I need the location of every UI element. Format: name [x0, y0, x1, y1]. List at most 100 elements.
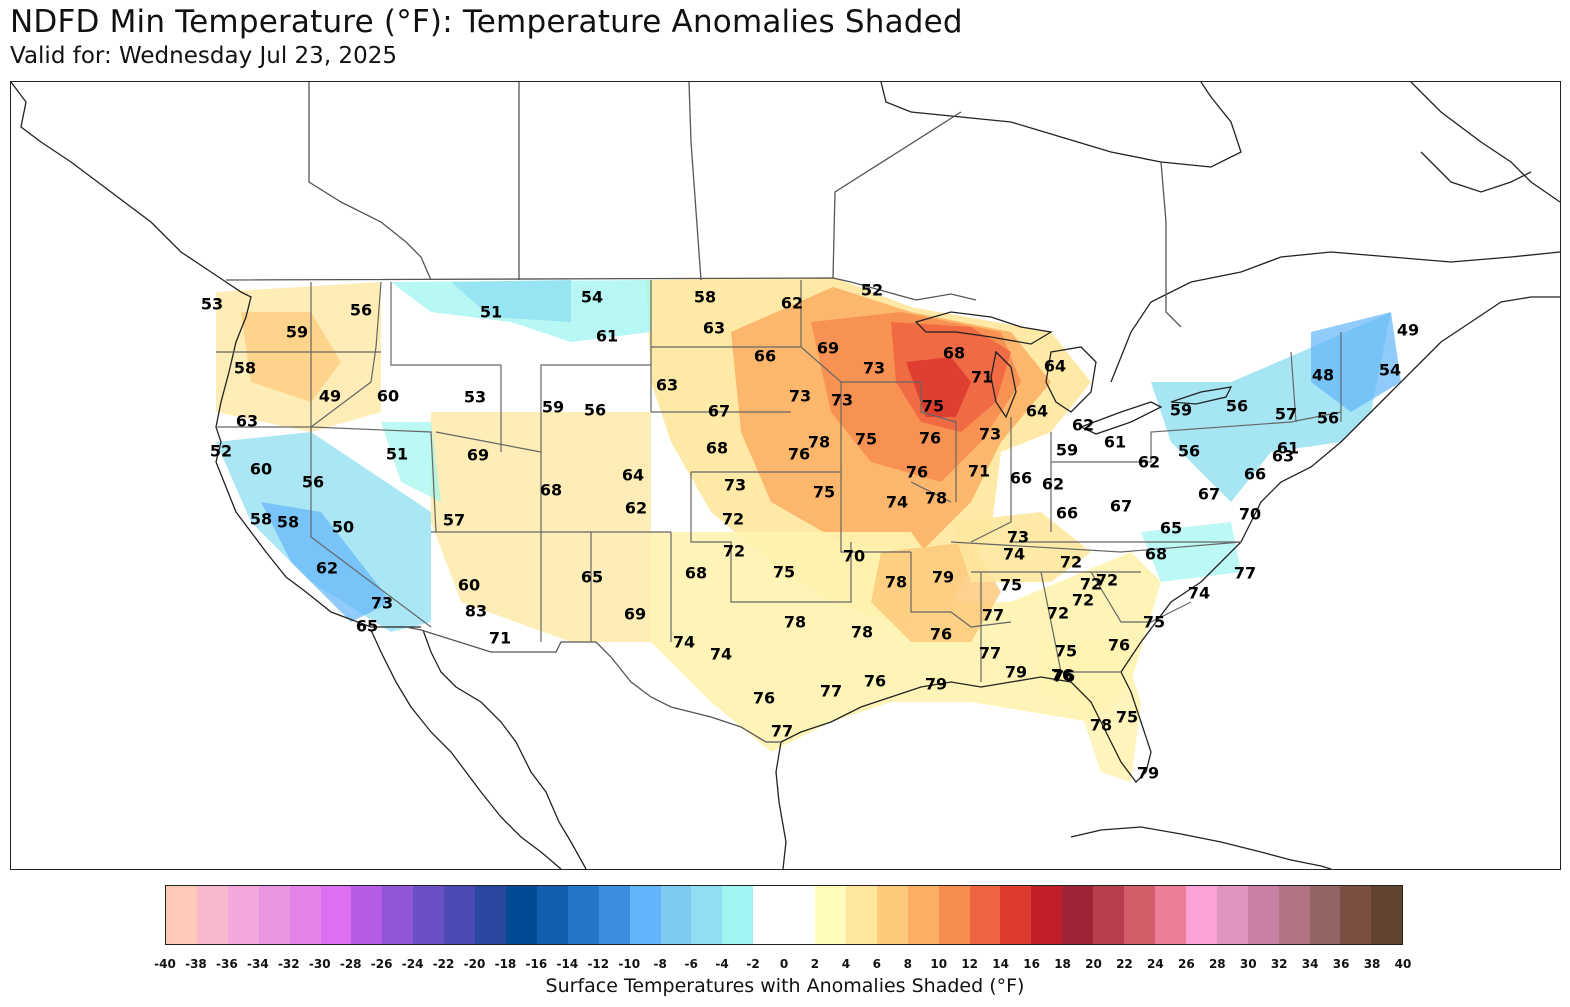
temperature-label: 66	[1243, 464, 1267, 484]
temperature-label: 61	[1103, 432, 1127, 452]
temperature-label: 49	[318, 386, 342, 406]
temperature-label: 74	[885, 492, 909, 512]
colorbar-swatch	[969, 886, 1001, 944]
temperature-label: 71	[488, 628, 512, 648]
temperature-label: 76	[1050, 665, 1074, 685]
valid-date-subtitle: Valid for: Wednesday Jul 23, 2025	[10, 43, 397, 69]
map-basemap	[11, 82, 1560, 869]
temperature-label: 75	[999, 575, 1023, 595]
temperature-label: 70	[842, 546, 866, 566]
temperature-label: 58	[233, 358, 257, 378]
temperature-label: 69	[816, 338, 840, 358]
temperature-label: 77	[770, 721, 794, 741]
temperature-label: 53	[463, 387, 487, 407]
temperature-label: 50	[331, 517, 355, 537]
temperature-label: 52	[209, 441, 233, 461]
colorbar-swatch	[1031, 886, 1063, 944]
colorbar-tick-label: -24	[401, 957, 424, 971]
temperature-label: 61	[1276, 438, 1300, 458]
temperature-label: 75	[772, 562, 796, 582]
temperature-label: 58	[276, 512, 300, 532]
temperature-label: 59	[541, 397, 565, 417]
colorbar-swatch	[413, 886, 445, 944]
colorbar-swatch	[475, 886, 506, 944]
colorbar-tick-label: -22	[432, 957, 455, 971]
colorbar-swatch	[1155, 886, 1186, 944]
temperature-label: 78	[807, 432, 831, 452]
colorbar-tick-label: 2	[810, 957, 820, 971]
coastlines	[11, 82, 1560, 869]
colorbar-swatch	[1000, 886, 1032, 944]
temperature-label: 63	[235, 411, 259, 431]
colorbar-swatch	[227, 886, 259, 944]
colorbar-tick-label: -4	[715, 957, 729, 971]
anomaly-shading	[216, 277, 1401, 782]
temperature-label: 58	[693, 287, 717, 307]
colorbar-tick-label: -34	[247, 957, 269, 971]
temperature-label: 60	[249, 459, 273, 479]
temperature-label: 63	[1271, 446, 1295, 466]
temperature-label: 71	[967, 461, 991, 481]
colorbar-tick-label: -2	[746, 957, 760, 971]
colorbar-tick-label: 8	[903, 957, 912, 971]
temperature-label: 62	[780, 293, 804, 313]
colorbar-swatch	[907, 886, 939, 944]
colorbar-tick-label: 26	[1177, 957, 1195, 971]
colorbar-tick-label: 18	[1054, 957, 1071, 971]
temperature-label: 49	[1396, 320, 1420, 340]
colorbar-swatch	[258, 886, 290, 944]
colorbar-tick-label: 12	[961, 957, 979, 971]
temperature-label: 69	[623, 604, 647, 624]
colorbar-tick-label: -30	[308, 957, 331, 971]
temperature-label: 59	[1055, 440, 1079, 460]
temperature-map: 53 56 51 54 58 62 52 59 61 63 66 69 68 58 49 60 53 63 73 71…	[10, 81, 1561, 870]
temperature-label: 67	[1109, 496, 1133, 516]
colorbar-swatch	[845, 886, 877, 944]
colorbar-swatch	[1278, 886, 1310, 944]
colorbar-swatch	[722, 886, 754, 944]
temperature-label: 79	[924, 674, 948, 694]
colorbar-tick-label: 22	[1116, 957, 1133, 971]
colorbar-swatch	[753, 886, 785, 944]
temperature-label: 68	[705, 438, 729, 458]
colorbar-tick-label: -28	[339, 957, 362, 971]
temperature-label: 75	[812, 482, 836, 502]
colorbar	[165, 885, 1403, 945]
temperature-label: 70	[1238, 504, 1262, 524]
colorbar-swatch	[166, 886, 197, 944]
temperature-label: 76	[929, 624, 953, 644]
colorbar-swatch	[1093, 886, 1125, 944]
temperature-label: 56	[349, 300, 373, 320]
temperature-label: 62	[1041, 474, 1065, 494]
temperature-label: 62	[1137, 452, 1161, 472]
colorbar-tick-label: -38	[185, 957, 207, 971]
temperature-label: 79	[1136, 763, 1160, 783]
temperature-label: 78	[884, 572, 908, 592]
colorbar-label: Surface Temperatures with Anomalies Shad…	[545, 975, 1025, 997]
colorbar-tick-label: -14	[556, 957, 579, 971]
state-borders	[216, 280, 1342, 682]
colorbar-tick-label: 10	[930, 957, 948, 971]
colorbar-swatch	[1062, 886, 1094, 944]
temperature-label: 67	[1197, 484, 1221, 504]
colorbar-tick-label: -18	[494, 957, 517, 971]
temperature-label: 76	[787, 444, 811, 464]
temperature-label: 78	[783, 612, 807, 632]
temperature-label: 60	[376, 386, 400, 406]
temperature-label: 51	[479, 302, 503, 322]
colorbar-swatch	[815, 886, 846, 944]
temperature-label: 73	[862, 358, 886, 378]
colorbar-swatch	[1309, 886, 1341, 944]
temperature-label: 64	[621, 465, 645, 485]
temperature-label: 68	[539, 480, 563, 500]
colorbar-swatch	[351, 886, 383, 944]
colorbar-tick-label: -32	[277, 957, 300, 971]
temperature-label: 75	[854, 429, 878, 449]
temperature-label: 73	[1006, 527, 1030, 547]
temperature-label: 63	[655, 375, 679, 395]
colorbar-tick-label: -16	[525, 957, 548, 971]
colorbar-tick-label: -12	[587, 957, 610, 971]
temperature-label: 83	[464, 601, 488, 621]
temperature-label: 56	[1316, 408, 1340, 428]
colorbar-swatch	[1340, 886, 1372, 944]
